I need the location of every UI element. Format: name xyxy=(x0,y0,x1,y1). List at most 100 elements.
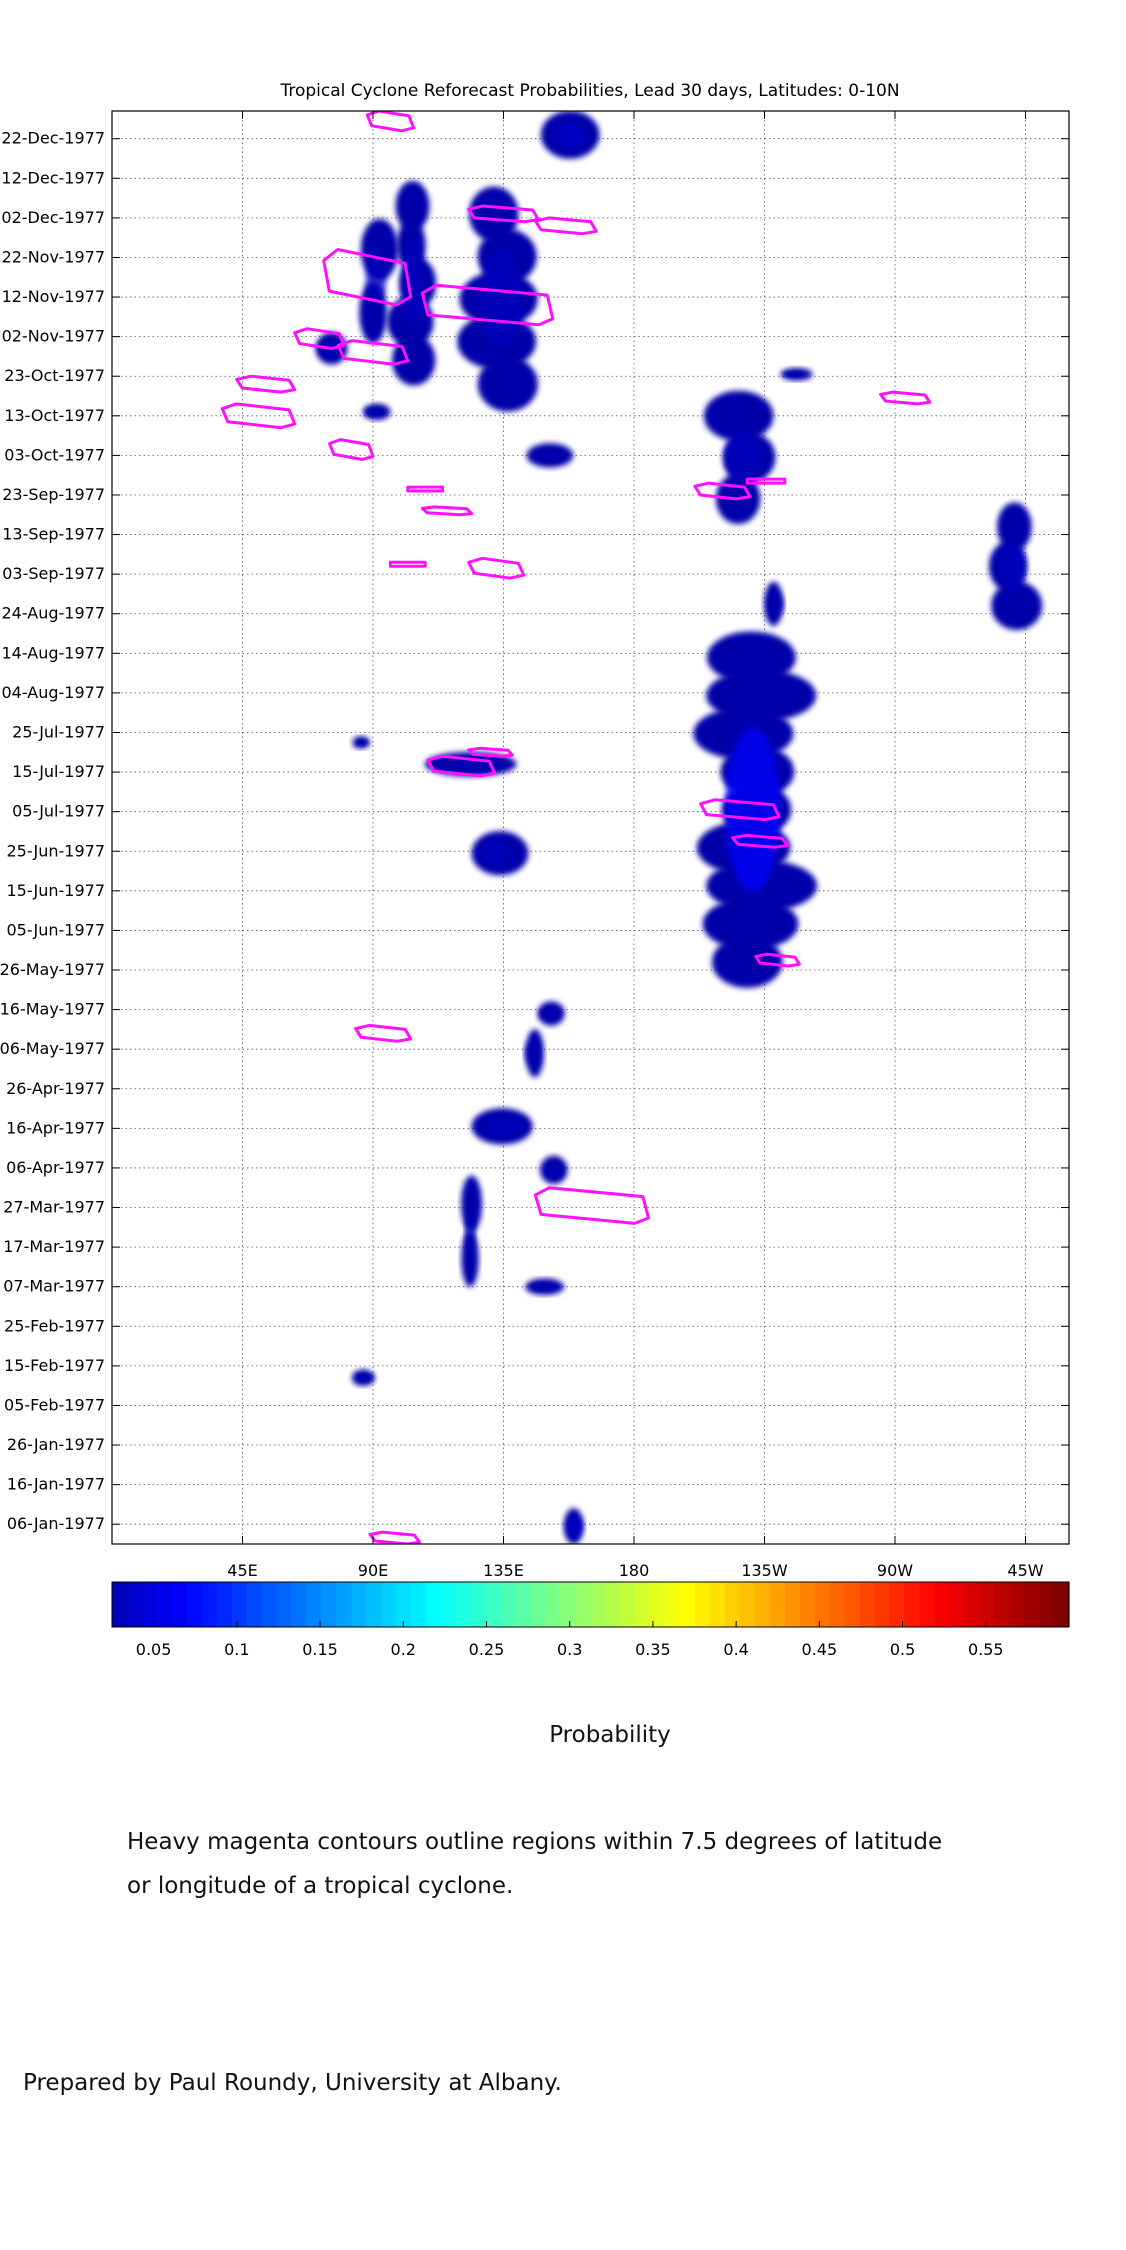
y-tick-label: 13-Sep-1977 xyxy=(2,525,105,544)
colorbar-swatch xyxy=(575,1582,592,1627)
colorbar-swatch xyxy=(919,1582,936,1627)
cyclone-contour xyxy=(693,481,752,501)
x-axis: 45E 90E 135E 180 135W 90W 45W xyxy=(227,111,1044,1580)
cyclone-contour xyxy=(467,556,526,580)
region-core xyxy=(998,540,1027,592)
colorbar-swatch xyxy=(201,1582,218,1627)
cyclone-contour xyxy=(220,402,297,430)
y-tick-label: 05-Feb-1977 xyxy=(4,1395,105,1414)
region-core xyxy=(724,430,761,485)
region-lobe xyxy=(477,356,538,412)
region-core xyxy=(357,1373,374,1382)
region-core xyxy=(365,259,387,303)
colorbar-swatch xyxy=(545,1582,562,1627)
region-core xyxy=(539,1007,561,1020)
colorbar-swatch xyxy=(396,1582,412,1627)
colorbar-swatch xyxy=(1009,1582,1025,1627)
y-tick-label: 26-Apr-1977 xyxy=(6,1079,105,1098)
x-tick-label: 90W xyxy=(877,1561,913,1580)
colorbar-swatch xyxy=(306,1582,322,1627)
colorbar-swatch xyxy=(740,1582,756,1627)
colorbar-tick-label: 0.55 xyxy=(968,1640,1004,1659)
colorbar-swatch xyxy=(261,1582,278,1627)
colorbar-swatch xyxy=(530,1582,547,1627)
y-tick-label: 23-Oct-1977 xyxy=(4,366,105,385)
colorbar-swatch xyxy=(246,1582,263,1627)
colorbar-swatch xyxy=(754,1582,771,1627)
probability-region xyxy=(471,831,529,876)
grid-lines xyxy=(112,111,1069,1544)
y-tick-label: 24-Aug-1977 xyxy=(1,604,105,623)
region-core xyxy=(366,407,383,416)
colorbar-swatch xyxy=(440,1582,457,1627)
y-tick-label: 15-Jun-1977 xyxy=(6,881,105,900)
colorbar-swatch xyxy=(381,1582,397,1627)
region-core xyxy=(480,250,521,348)
colorbar-swatch xyxy=(171,1582,188,1627)
cyclone-contour xyxy=(879,390,932,406)
cyclone-contour xyxy=(533,216,598,236)
region-core xyxy=(555,122,585,147)
region-core xyxy=(768,592,784,615)
colorbar-tick-label: 0.1 xyxy=(224,1640,249,1659)
region-core xyxy=(402,238,426,328)
colorbar-swatch xyxy=(112,1582,128,1627)
y-tick-label: 15-Feb-1977 xyxy=(4,1356,105,1375)
y-tick-label: 16-Apr-1977 xyxy=(6,1118,105,1137)
colorbar-swatch xyxy=(769,1582,786,1627)
y-tick-label: 13-Oct-1977 xyxy=(4,406,105,425)
colorbar-swatch xyxy=(844,1582,861,1627)
region-lobe xyxy=(712,936,783,988)
colorbar-swatch xyxy=(605,1582,622,1627)
colorbar-swatch xyxy=(500,1582,517,1627)
region-core xyxy=(531,1282,554,1291)
colorbar-swatch xyxy=(904,1582,921,1627)
y-tick-label: 02-Nov-1977 xyxy=(2,327,105,346)
region-core xyxy=(525,1041,540,1066)
region-core xyxy=(566,1517,583,1536)
x-tick-label: 90E xyxy=(358,1561,388,1580)
probability-region xyxy=(525,1029,544,1078)
cyclone-contour xyxy=(731,833,790,849)
region-core xyxy=(357,739,368,746)
cyclone-contour xyxy=(467,204,540,224)
region-core xyxy=(725,727,781,892)
probability-region xyxy=(351,1369,375,1386)
colorbar-swatch xyxy=(336,1582,352,1627)
y-tick-label: 03-Oct-1977 xyxy=(4,445,105,464)
colorbar-swatch xyxy=(710,1582,726,1627)
colorbar-swatch xyxy=(231,1582,248,1627)
probability-region xyxy=(457,186,538,412)
colorbar-tick-label: 0.2 xyxy=(391,1640,416,1659)
colorbar-swatch xyxy=(1054,1582,1070,1627)
y-tick-label: 06-Jan-1977 xyxy=(7,1514,105,1533)
y-axis: 06-Jan-1977 16-Jan-1977 26-Jan-1977 05-Feb-… xyxy=(0,129,1069,1533)
colorbar-swatch xyxy=(814,1582,831,1627)
cyclone-contour xyxy=(388,560,427,568)
y-tick-label: 26-May-1977 xyxy=(0,960,105,979)
region-core xyxy=(548,1162,563,1177)
y-tick-label: 22-Nov-1977 xyxy=(2,247,105,266)
y-tick-label: 05-Jun-1977 xyxy=(6,920,105,939)
colorbar-swatch xyxy=(291,1582,307,1627)
region-core xyxy=(480,842,510,865)
colorbar-swatch xyxy=(321,1582,337,1627)
colorbar-tick-label: 0.4 xyxy=(723,1640,748,1659)
y-tick-label: 03-Sep-1977 xyxy=(2,564,105,583)
cyclone-contour xyxy=(328,438,375,461)
colorbar-swatch xyxy=(665,1582,681,1627)
colorbar-tick-label: 0.35 xyxy=(635,1640,671,1659)
colorbar-swatch xyxy=(680,1582,696,1627)
plot-area xyxy=(112,111,1069,1544)
probability-region xyxy=(780,368,813,381)
y-tick-label: 12-Nov-1977 xyxy=(2,287,105,306)
probability-region xyxy=(352,736,370,749)
cyclone-contour xyxy=(365,111,416,133)
cyclone-contour xyxy=(699,798,781,822)
caption: Heavy magenta contours outline regions w… xyxy=(127,1820,1027,1908)
x-tick-label: 135E xyxy=(483,1561,524,1580)
y-tick-label: 27-Mar-1977 xyxy=(3,1198,105,1217)
y-tick-label: 06-Apr-1977 xyxy=(6,1158,105,1177)
colorbar-swatch xyxy=(784,1582,801,1627)
colorbar-swatch xyxy=(216,1582,233,1627)
